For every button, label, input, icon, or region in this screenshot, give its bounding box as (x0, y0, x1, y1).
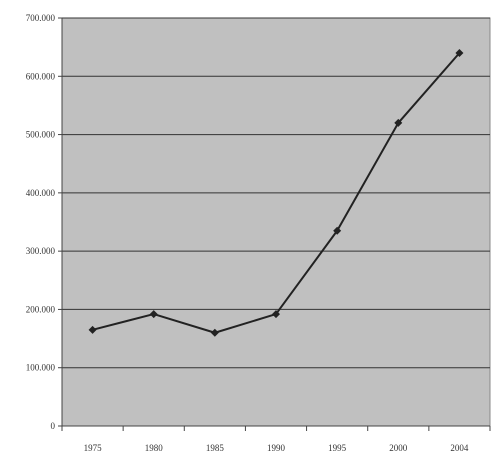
data-point-marker (210, 328, 219, 337)
x-tick-label: 1985 (206, 443, 225, 453)
x-tick-label: 1995 (328, 443, 347, 453)
x-tick-label: 2004 (450, 443, 469, 453)
data-point-marker (455, 48, 464, 57)
x-tick-label: 1990 (267, 443, 286, 453)
plot-area (61, 17, 491, 427)
y-tick-label: 700.000 (26, 13, 56, 23)
y-tick-label: 600.000 (26, 71, 56, 81)
data-point-marker (88, 325, 97, 334)
y-tick-label: 100.000 (26, 363, 56, 373)
x-tick-label: 1980 (145, 443, 164, 453)
x-tick-label: 1975 (84, 443, 103, 453)
y-axis-labels: 0 100.000 200.000 300.000 400.000 500.000 600.… (26, 13, 62, 431)
x-axis-labels: 1975 1980 1985 1990 1995 2000 2004 (61, 426, 491, 453)
data-point-marker (149, 310, 158, 319)
y-tick-label: 300.000 (26, 246, 56, 256)
y-tick-label: 200.000 (26, 304, 56, 314)
data-point-marker (333, 226, 342, 235)
data-point-marker (272, 310, 280, 319)
y-tick-label: 0 (51, 421, 56, 431)
y-tick-label: 500.000 (26, 130, 56, 140)
gridlines (62, 17, 490, 369)
data-series (88, 48, 464, 337)
x-tick-label: 2000 (389, 443, 408, 453)
data-point-marker (394, 118, 403, 127)
y-tick-label: 400.000 (26, 188, 56, 198)
